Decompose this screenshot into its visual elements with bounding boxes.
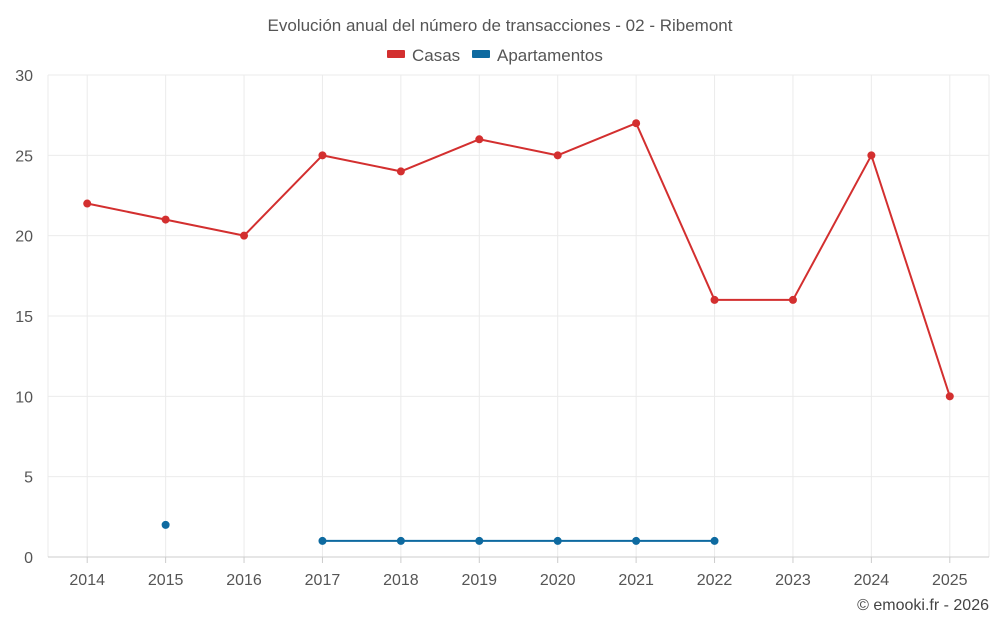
legend-item-casas[interactable]: Casas xyxy=(387,46,460,65)
x-tick-label: 2023 xyxy=(775,572,811,589)
y-tick-label: 0 xyxy=(24,550,33,567)
data-point-casas[interactable] xyxy=(788,295,797,304)
data-point-casas[interactable] xyxy=(710,295,719,304)
series-line-casas xyxy=(321,154,402,173)
data-point-casas[interactable] xyxy=(240,231,249,240)
data-point-apartamentos[interactable] xyxy=(632,536,641,545)
series-line-casas xyxy=(86,202,167,221)
x-axis: 2014 2015 2016 2017 2018 2019 2020 2021 2022 2023… xyxy=(48,556,989,589)
series-line-casas xyxy=(399,138,481,173)
legend-swatch-apartamentos xyxy=(472,50,490,58)
x-tick-label: 2020 xyxy=(540,572,576,589)
series-line-casas xyxy=(243,154,324,237)
x-tick-label: 2025 xyxy=(932,572,968,589)
y-tick-label: 20 xyxy=(15,229,33,246)
grid xyxy=(47,74,990,557)
y-axis: 0 5 10 15 20 25 30 xyxy=(15,68,33,567)
legend-label-apartamentos: Apartamentos xyxy=(497,46,603,65)
series-casas xyxy=(83,119,954,401)
series-line-casas xyxy=(870,154,951,398)
y-tick-label: 30 xyxy=(15,68,33,85)
data-point-apartamentos[interactable] xyxy=(475,536,484,545)
data-point-casas[interactable] xyxy=(318,151,327,160)
x-tick-label: 2022 xyxy=(697,572,733,589)
series-line-casas xyxy=(164,218,246,237)
series-line-casas xyxy=(556,122,638,157)
data-point-casas[interactable] xyxy=(475,135,484,144)
series-apartamentos xyxy=(161,520,719,545)
x-tick-label: 2019 xyxy=(461,572,497,589)
series-line-casas xyxy=(635,122,716,301)
series-line-casas xyxy=(478,138,559,157)
data-point-casas[interactable] xyxy=(632,119,641,128)
y-tick-label: 25 xyxy=(15,148,33,165)
legend-item-apartamentos[interactable]: Apartamentos xyxy=(472,46,603,65)
series-line-casas xyxy=(791,154,873,301)
legend-swatch-casas xyxy=(387,50,405,58)
data-point-casas[interactable] xyxy=(161,215,170,224)
legend: Casas Apartamentos xyxy=(387,46,603,65)
x-tick-label: 2018 xyxy=(383,572,419,589)
data-point-apartamentos[interactable] xyxy=(318,536,327,545)
data-point-casas[interactable] xyxy=(83,199,92,208)
y-tick-label: 15 xyxy=(15,309,33,326)
legend-label-casas: Casas xyxy=(412,46,460,65)
x-tick-label: 2014 xyxy=(69,572,105,589)
data-point-apartamentos[interactable] xyxy=(553,536,562,545)
x-tick-label: 2024 xyxy=(854,572,890,589)
data-point-casas[interactable] xyxy=(867,151,876,160)
x-tick-label: 2021 xyxy=(618,572,654,589)
y-tick-label: 10 xyxy=(15,389,33,406)
x-tick-label: 2015 xyxy=(148,572,184,589)
data-point-apartamentos[interactable] xyxy=(396,536,405,545)
x-tick-label: 2017 xyxy=(305,572,341,589)
series-layer xyxy=(83,119,954,545)
data-point-casas[interactable] xyxy=(396,167,405,176)
data-point-apartamentos[interactable] xyxy=(710,536,719,545)
x-tick-label: 2016 xyxy=(226,572,262,589)
chart-title: Evolución anual del número de transaccio… xyxy=(268,16,733,35)
data-point-apartamentos[interactable] xyxy=(161,520,170,529)
data-point-casas[interactable] xyxy=(945,392,954,401)
credit-text: © emooki.fr - 2026 xyxy=(857,597,989,614)
data-point-casas[interactable] xyxy=(553,151,562,160)
y-tick-label: 5 xyxy=(24,470,33,487)
